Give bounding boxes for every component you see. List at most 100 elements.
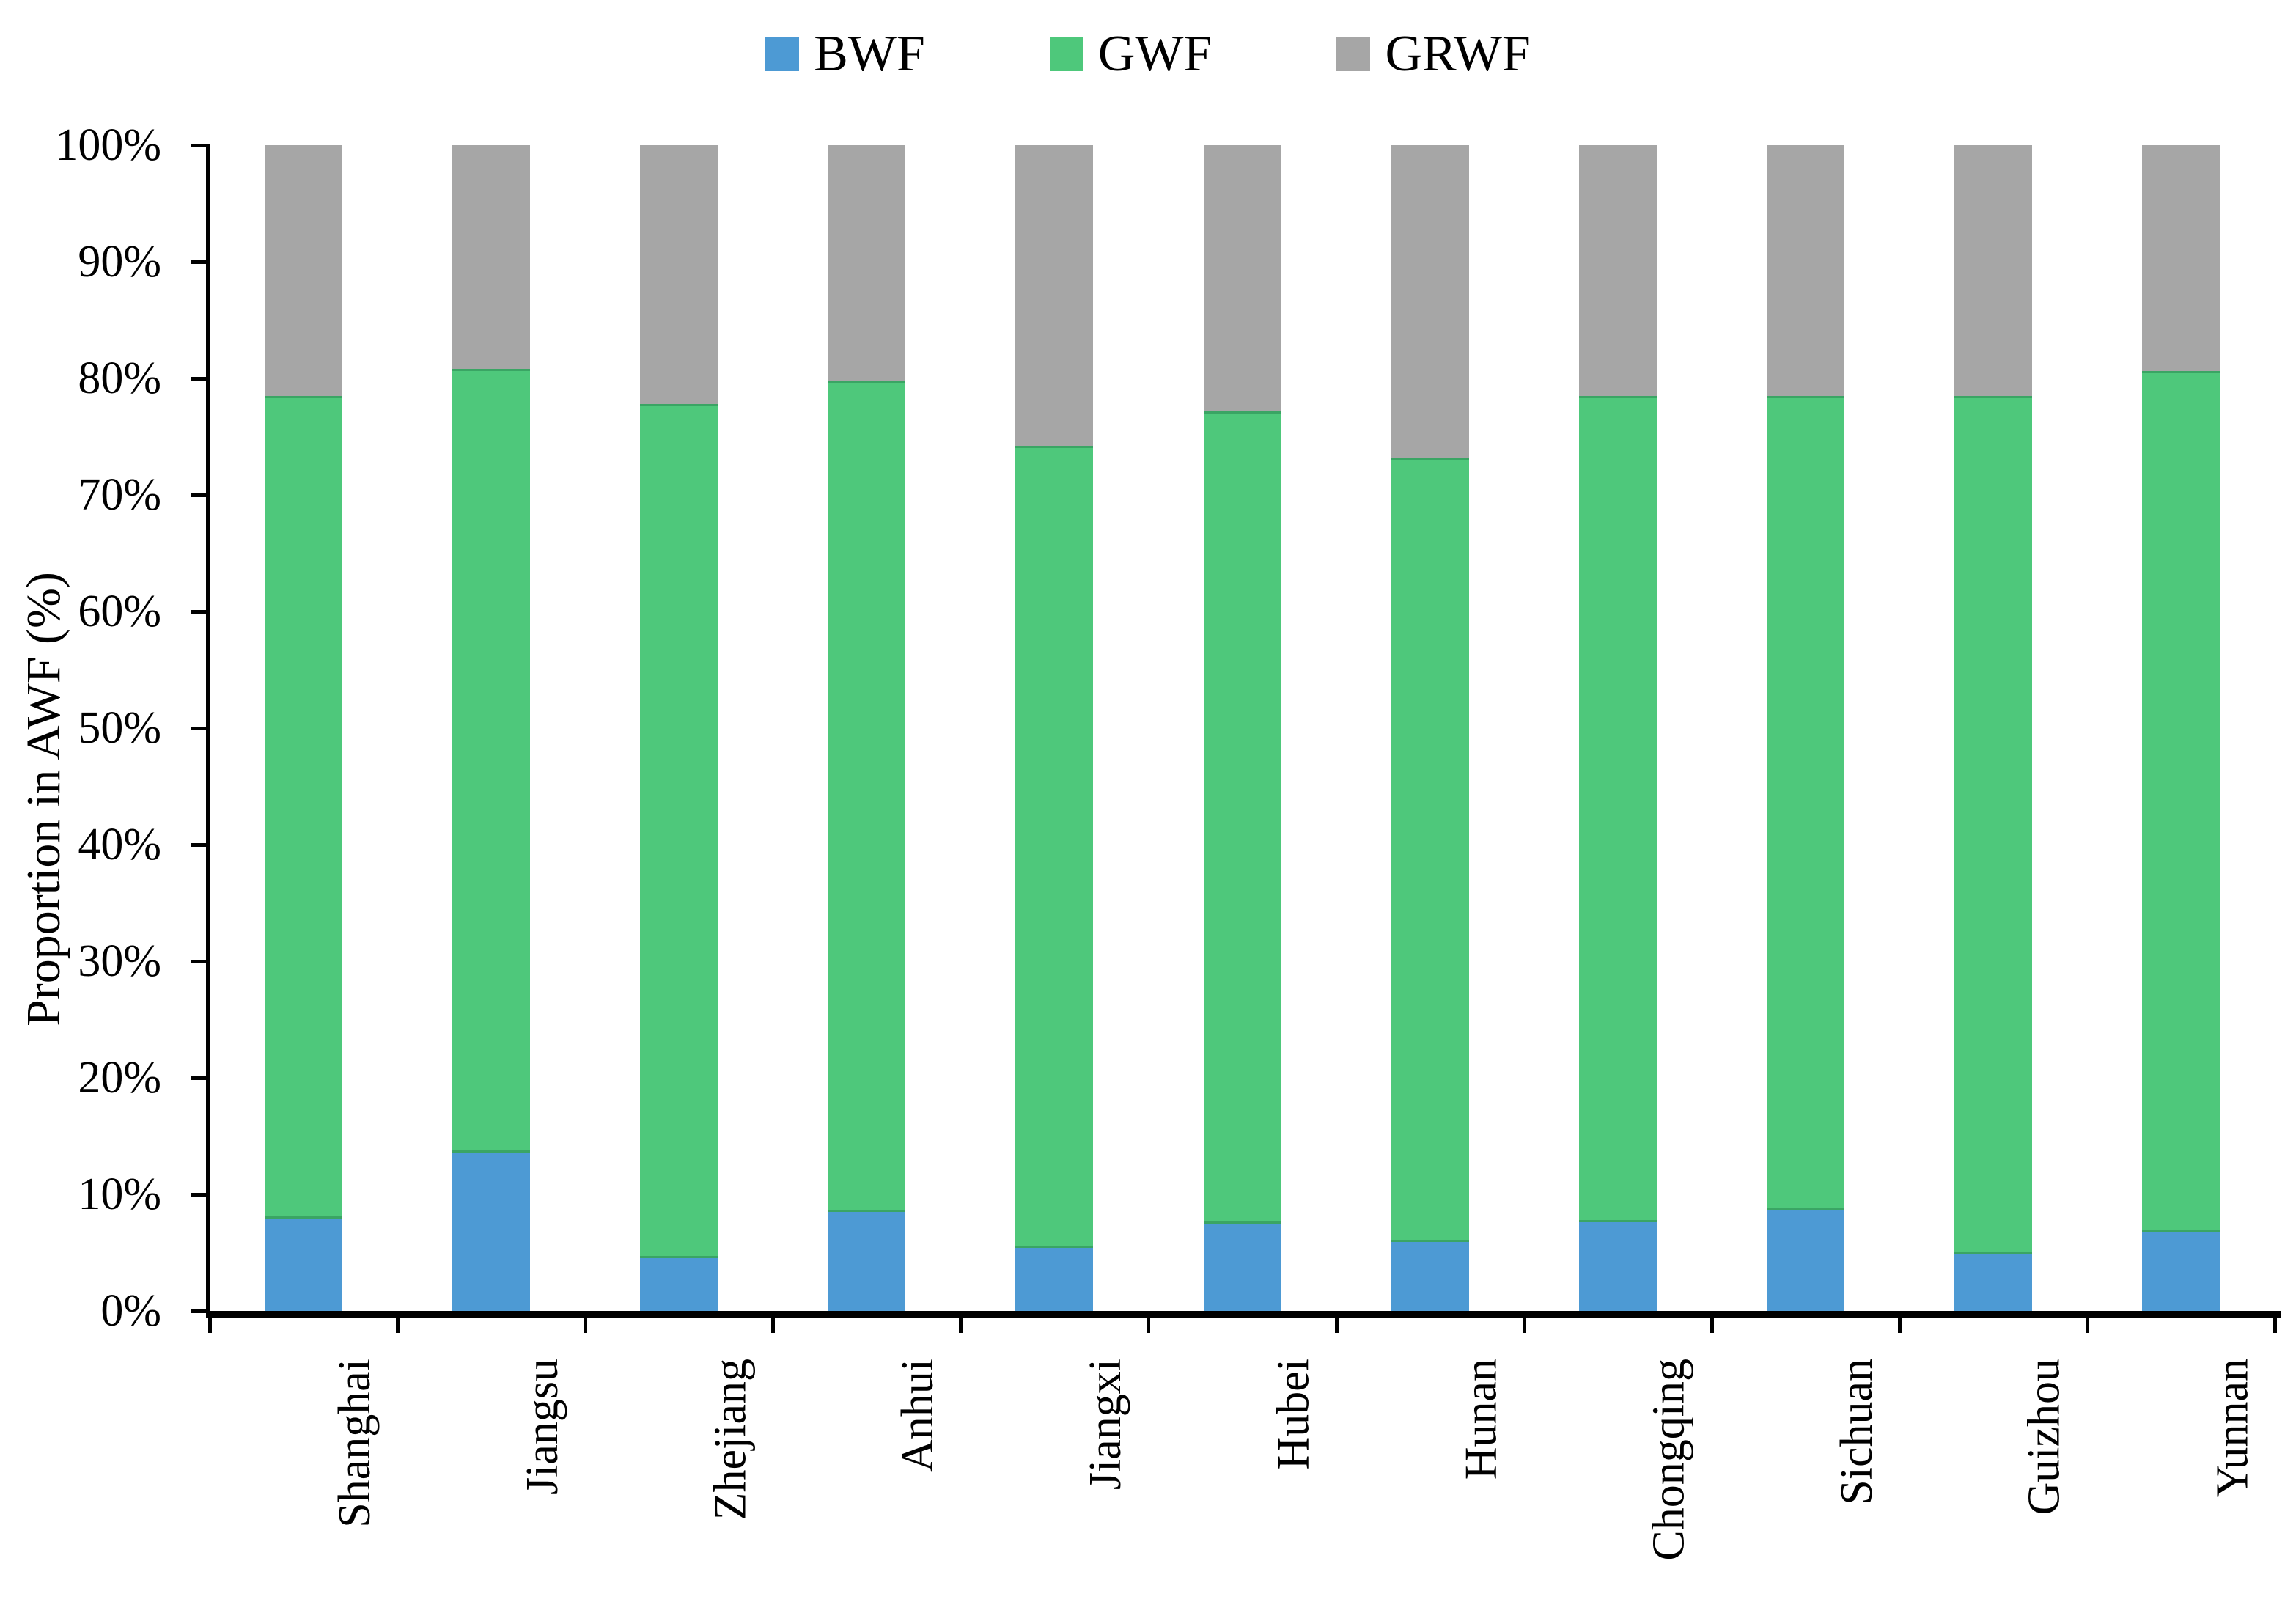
segment-gwf <box>2141 371 2220 1232</box>
x-axis-line <box>206 1311 2281 1318</box>
segment-gwf <box>1391 458 1469 1243</box>
bar-sichuan <box>1766 145 1844 1311</box>
y-tick-mark <box>191 843 210 847</box>
legend-label-gwf: GWF <box>1097 26 1213 82</box>
y-tick-mark <box>191 377 210 381</box>
x-axis-label-zhejiang: Zhejiang <box>705 1359 756 1521</box>
y-tick-mark <box>191 610 210 614</box>
segment-bwf <box>1578 1222 1657 1311</box>
segment-bwf <box>1766 1209 1844 1311</box>
y-tick-mark <box>191 960 210 963</box>
segment-grwf <box>452 145 531 370</box>
y-tick-mark <box>191 260 210 264</box>
x-tick-mark <box>396 1311 400 1333</box>
bar-anhui <box>828 145 906 1311</box>
x-tick-mark <box>2085 1311 2089 1333</box>
x-axis-label-shanghai: Shanghai <box>330 1359 380 1528</box>
segment-grwf <box>1203 145 1281 411</box>
x-tick-mark <box>1710 1311 1714 1333</box>
y-tick-label: 10% <box>78 1169 161 1219</box>
bar-chongqing <box>1578 145 1657 1311</box>
legend-swatch-bwf-icon <box>765 37 800 71</box>
x-tick-mark <box>959 1311 963 1333</box>
legend-label-grwf: GRWF <box>1385 26 1531 82</box>
segment-bwf <box>1954 1254 2032 1311</box>
y-tick-label: 40% <box>78 820 161 870</box>
y-tick-mark <box>191 1076 210 1080</box>
segment-grwf <box>1954 145 2032 396</box>
y-axis-line <box>206 145 210 1318</box>
y-tick-label: 90% <box>78 237 161 287</box>
x-tick-mark <box>2273 1311 2277 1333</box>
segment-grwf <box>640 145 718 404</box>
x-axis-label-hunan: Hunan <box>1456 1359 1506 1480</box>
y-tick-label: 0% <box>100 1286 161 1336</box>
y-tick-label: 60% <box>78 587 161 636</box>
segment-gwf <box>640 403 718 1259</box>
segment-bwf <box>1203 1223 1281 1311</box>
segment-gwf <box>1578 395 1657 1223</box>
segment-bwf <box>452 1152 531 1311</box>
x-axis-label-anhui: Anhui <box>893 1359 943 1472</box>
segment-grwf <box>1391 145 1469 458</box>
x-tick-mark <box>1522 1311 1526 1333</box>
segment-grwf <box>2141 145 2220 372</box>
legend-swatch-gwf-icon <box>1049 37 1083 71</box>
legend-item-bwf: BWF <box>765 21 925 88</box>
segment-gwf <box>452 369 531 1153</box>
y-tick-mark <box>191 1309 210 1313</box>
x-axis-label-jiangsu: Jiangsu <box>518 1359 568 1495</box>
legend-item-gwf: GWF <box>1049 21 1213 88</box>
y-tick-label: 50% <box>78 703 161 753</box>
bar-jiangxi <box>1015 145 1094 1311</box>
legend-label-bwf: BWF <box>814 26 925 82</box>
x-tick-mark <box>208 1311 212 1333</box>
x-axis-label-sichuan: Sichuan <box>1831 1359 1882 1505</box>
legend-item-grwf: GRWF <box>1336 21 1531 88</box>
x-axis-label-guizhou: Guizhou <box>2019 1359 2069 1515</box>
segment-grwf <box>1015 145 1094 447</box>
y-tick-label: 100% <box>55 120 161 170</box>
x-axis-label-hubei: Hubei <box>1268 1359 1319 1470</box>
segment-bwf <box>640 1258 718 1311</box>
segment-bwf <box>265 1219 343 1311</box>
y-tick-mark <box>191 144 210 147</box>
x-tick-mark <box>1897 1311 1902 1333</box>
x-tick-mark <box>584 1311 588 1333</box>
legend-swatch-grwf-icon <box>1336 37 1371 71</box>
segment-gwf <box>1954 395 2032 1254</box>
bar-shanghai <box>265 145 343 1311</box>
x-tick-mark <box>1147 1311 1151 1333</box>
segment-bwf <box>2141 1231 2220 1311</box>
x-axis-label-chongqing: Chongqing <box>1644 1359 1694 1561</box>
bar-yunnan <box>2141 145 2220 1311</box>
segment-grwf <box>1766 145 1844 396</box>
bar-guizhou <box>1954 145 2032 1311</box>
x-axis-label-yunnan: Yunnan <box>2207 1359 2257 1498</box>
segment-gwf <box>1015 446 1094 1249</box>
bar-jiangsu <box>452 145 531 1311</box>
y-tick-label: 80% <box>78 353 161 403</box>
y-tick-label: 70% <box>78 470 161 520</box>
y-tick-mark <box>191 1193 210 1197</box>
bar-zhejiang <box>640 145 718 1311</box>
segment-grwf <box>828 145 906 381</box>
segment-gwf <box>265 395 343 1219</box>
segment-gwf <box>828 381 906 1212</box>
bar-hubei <box>1203 145 1281 1311</box>
segment-bwf <box>1015 1248 1094 1311</box>
segment-grwf <box>265 145 343 396</box>
bar-hunan <box>1391 145 1469 1311</box>
x-tick-mark <box>771 1311 776 1333</box>
segment-gwf <box>1766 395 1844 1210</box>
segment-bwf <box>1391 1242 1469 1311</box>
y-tick-mark <box>191 727 210 730</box>
segment-bwf <box>828 1211 906 1311</box>
segment-gwf <box>1203 411 1281 1224</box>
x-axis-label-jiangxi: Jiangxi <box>1081 1359 1131 1491</box>
y-tick-label: 20% <box>78 1053 161 1103</box>
y-tick-mark <box>191 493 210 497</box>
segment-grwf <box>1578 145 1657 396</box>
x-tick-mark <box>1334 1311 1339 1333</box>
